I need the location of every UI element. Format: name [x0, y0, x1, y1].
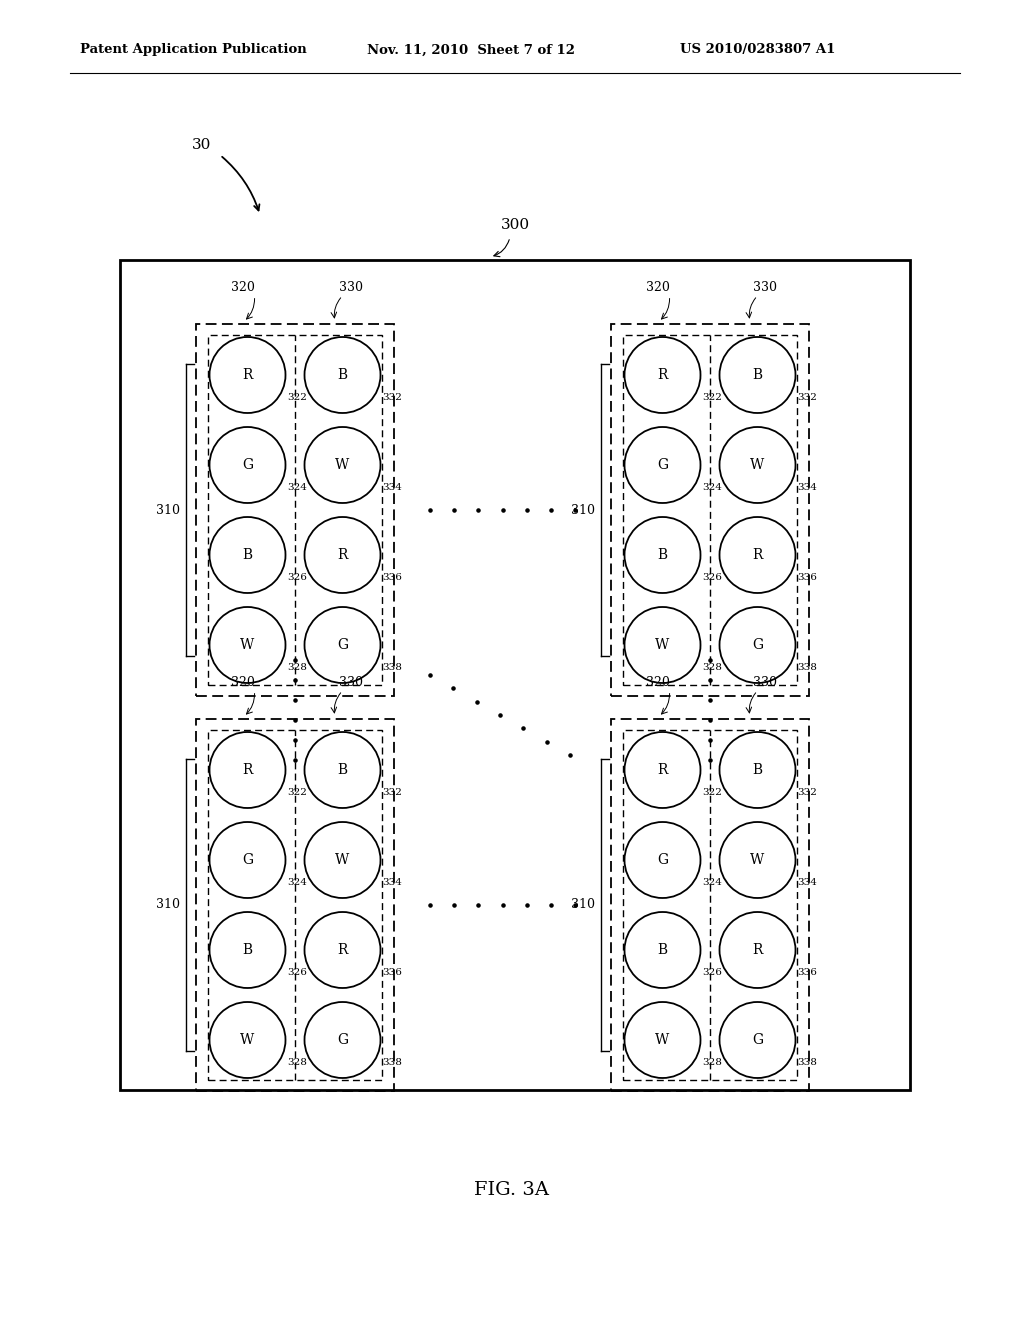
Text: B: B — [338, 368, 347, 381]
Text: 328: 328 — [288, 1059, 307, 1068]
Text: 326: 326 — [702, 573, 722, 582]
Text: 332: 332 — [798, 788, 817, 797]
Text: 326: 326 — [702, 969, 722, 977]
Text: B: B — [243, 942, 253, 957]
Text: 322: 322 — [288, 788, 307, 797]
Text: W: W — [241, 1034, 255, 1047]
Text: 330: 330 — [754, 676, 777, 689]
Text: W: W — [336, 458, 349, 473]
Text: 30: 30 — [193, 139, 211, 152]
Text: G: G — [337, 638, 348, 652]
Text: 300: 300 — [501, 218, 529, 232]
Text: 330: 330 — [339, 676, 362, 689]
Text: 326: 326 — [288, 573, 307, 582]
Text: W: W — [751, 458, 765, 473]
Bar — [623, 335, 798, 685]
Text: FIG. 3A: FIG. 3A — [474, 1181, 550, 1199]
Bar — [208, 730, 382, 1080]
Text: 324: 324 — [288, 878, 307, 887]
Text: 334: 334 — [383, 483, 402, 492]
Text: 338: 338 — [798, 1059, 817, 1068]
Text: 336: 336 — [383, 969, 402, 977]
Bar — [120, 260, 910, 1090]
Text: 336: 336 — [383, 573, 402, 582]
Text: B: B — [753, 368, 763, 381]
Text: R: R — [753, 548, 763, 562]
Text: G: G — [242, 853, 253, 867]
Text: 328: 328 — [702, 663, 722, 672]
Text: 332: 332 — [798, 393, 817, 403]
Text: B: B — [657, 548, 668, 562]
Text: 334: 334 — [383, 878, 402, 887]
Bar — [611, 323, 809, 697]
Text: 310: 310 — [571, 899, 595, 912]
Text: R: R — [243, 368, 253, 381]
Text: 320: 320 — [645, 676, 670, 689]
Text: 310: 310 — [157, 503, 180, 516]
Text: 338: 338 — [383, 663, 402, 672]
Text: R: R — [657, 763, 668, 777]
Text: R: R — [753, 942, 763, 957]
Text: 334: 334 — [798, 483, 817, 492]
Text: 338: 338 — [383, 1059, 402, 1068]
Text: 334: 334 — [798, 878, 817, 887]
Text: 328: 328 — [288, 663, 307, 672]
Text: US 2010/0283807 A1: US 2010/0283807 A1 — [680, 44, 836, 57]
Text: Patent Application Publication: Patent Application Publication — [80, 44, 307, 57]
Bar — [623, 730, 798, 1080]
Text: 320: 320 — [230, 676, 254, 689]
Text: R: R — [337, 942, 348, 957]
Text: 336: 336 — [798, 969, 817, 977]
Text: R: R — [337, 548, 348, 562]
Text: G: G — [752, 1034, 763, 1047]
Text: G: G — [657, 853, 668, 867]
Bar — [208, 335, 382, 685]
Text: B: B — [657, 942, 668, 957]
Text: W: W — [655, 638, 670, 652]
Text: B: B — [243, 548, 253, 562]
Text: 310: 310 — [157, 899, 180, 912]
Text: 322: 322 — [702, 393, 722, 403]
Text: G: G — [657, 458, 668, 473]
Text: B: B — [753, 763, 763, 777]
Text: B: B — [338, 763, 347, 777]
Text: 322: 322 — [702, 788, 722, 797]
Text: Nov. 11, 2010  Sheet 7 of 12: Nov. 11, 2010 Sheet 7 of 12 — [367, 44, 575, 57]
Bar — [611, 718, 809, 1092]
Text: 338: 338 — [798, 663, 817, 672]
Text: 326: 326 — [288, 969, 307, 977]
Text: 324: 324 — [288, 483, 307, 492]
Text: R: R — [657, 368, 668, 381]
Text: W: W — [336, 853, 349, 867]
Text: 320: 320 — [645, 281, 670, 294]
Text: W: W — [241, 638, 255, 652]
Text: 330: 330 — [339, 281, 362, 294]
Text: 324: 324 — [702, 483, 722, 492]
Text: 310: 310 — [571, 503, 595, 516]
Text: R: R — [243, 763, 253, 777]
Bar — [197, 718, 394, 1092]
Text: 332: 332 — [383, 788, 402, 797]
Text: W: W — [655, 1034, 670, 1047]
Text: W: W — [751, 853, 765, 867]
Text: 336: 336 — [798, 573, 817, 582]
Text: G: G — [337, 1034, 348, 1047]
Text: 324: 324 — [702, 878, 722, 887]
Text: G: G — [752, 638, 763, 652]
Text: 322: 322 — [288, 393, 307, 403]
Text: 332: 332 — [383, 393, 402, 403]
Text: 328: 328 — [702, 1059, 722, 1068]
Text: G: G — [242, 458, 253, 473]
Text: 330: 330 — [754, 281, 777, 294]
Text: 320: 320 — [230, 281, 254, 294]
Bar — [197, 323, 394, 697]
